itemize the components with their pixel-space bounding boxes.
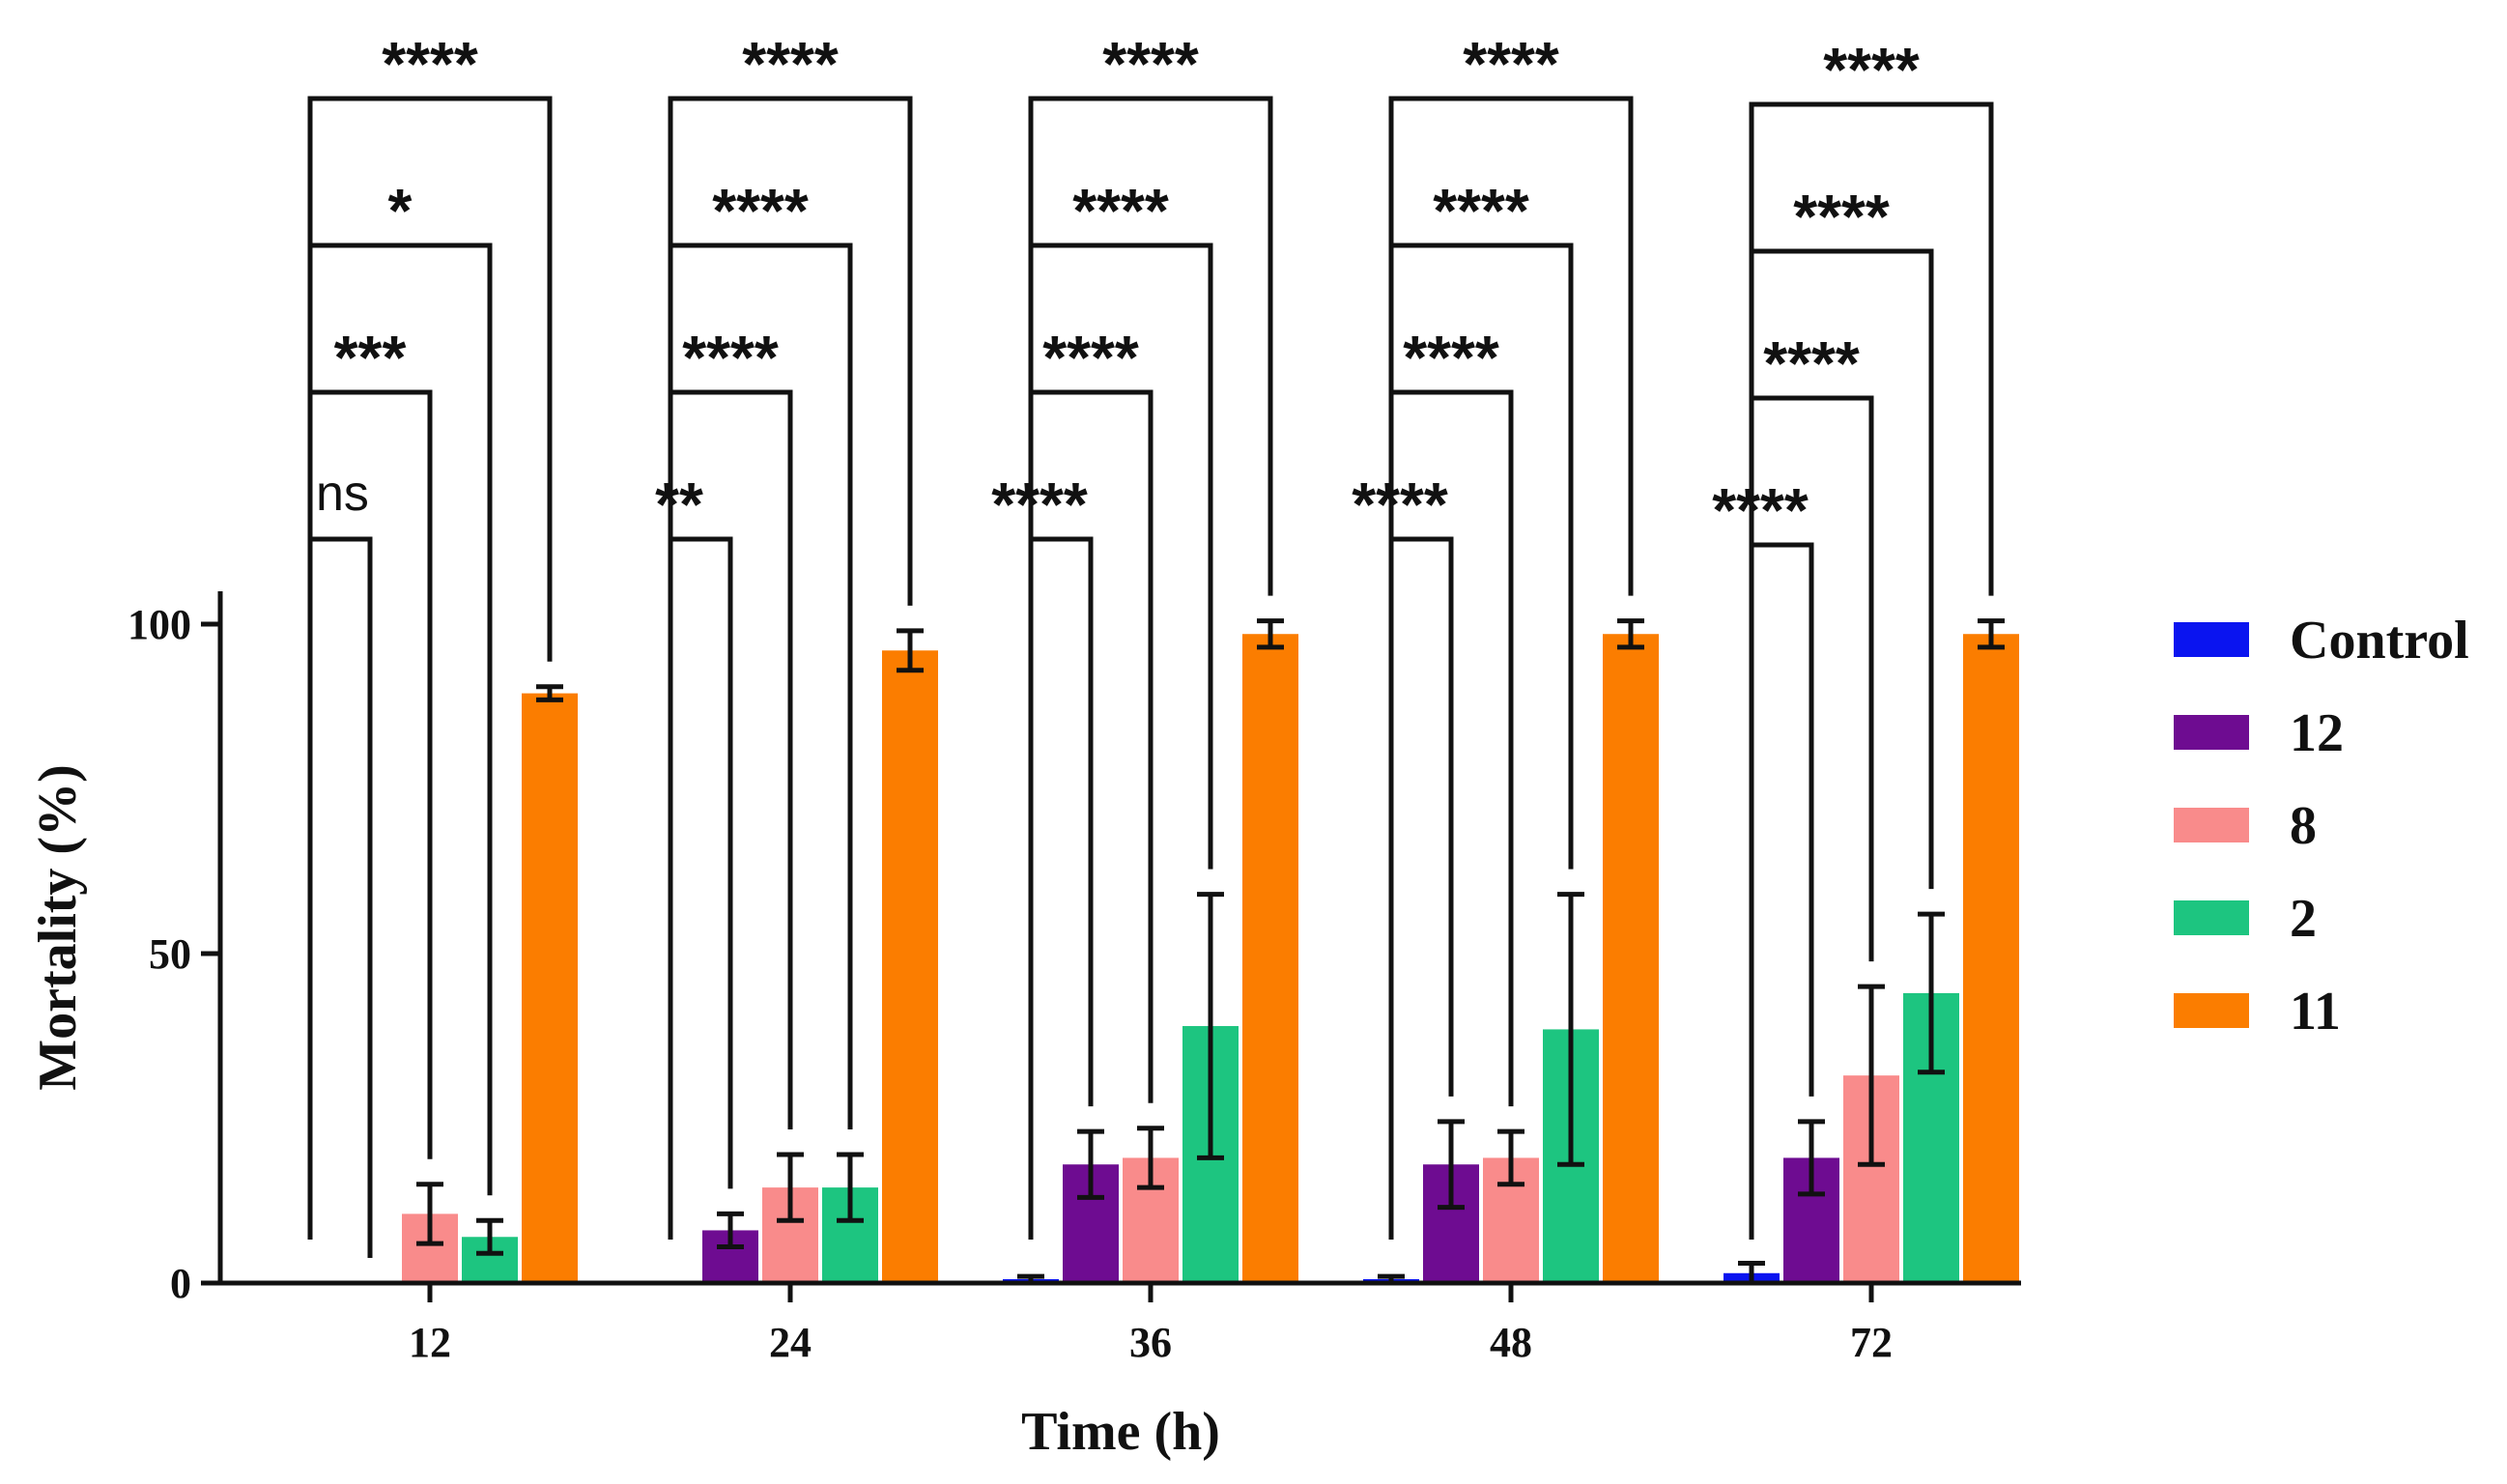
bar-11-12 [522, 693, 578, 1283]
sig-label-24-12: ** [655, 470, 703, 539]
sig-label-72-11: **** [1823, 35, 1920, 104]
sig-label-36-2: **** [1072, 176, 1169, 245]
significance-layer: ns**************************************… [307, 29, 1994, 1258]
bar-11-48 [1603, 634, 1659, 1283]
error-bars-layer [416, 618, 2005, 1286]
error-bar-11-72 [1978, 618, 2005, 650]
sig-bracket-12-11 [307, 96, 553, 1240]
sig-label-72-2: **** [1793, 182, 1890, 251]
sig-bracket-24-12 [668, 536, 733, 1240]
axes-layer [217, 591, 2021, 1286]
x-axis-title: Time (h) [1021, 1402, 1220, 1462]
sig-bracket-48-11 [1388, 96, 1634, 1240]
error-bar-12-24 [717, 1211, 744, 1249]
y-tick-label-50: 50 [149, 930, 191, 978]
x-ticks: 12 24 36 48 72 [409, 1283, 1893, 1366]
error-bar-11-36 [1257, 618, 1284, 650]
error-bar-8-12 [416, 1182, 443, 1246]
x-tick-label-48: 48 [1490, 1319, 1532, 1366]
sig-label-24-11: **** [742, 29, 839, 99]
error-bar-11-48 [1617, 618, 1644, 650]
legend-swatch-Control [2174, 622, 2249, 657]
error-bar-11-24 [897, 628, 924, 673]
legend: Control 12 8 2 11 [2174, 611, 2469, 1042]
sig-bracket-12-12 [307, 536, 373, 1258]
error-bar-8-72 [1858, 984, 1885, 1167]
error-bar-2-72 [1918, 911, 1945, 1075]
x-tick-label-72: 72 [1850, 1319, 1893, 1366]
x-tick-label-12: 12 [409, 1319, 451, 1366]
sig-bracket-36-12 [1028, 536, 1094, 1240]
sig-bracket-48-12 [1388, 536, 1454, 1240]
bar-11-24 [882, 650, 938, 1283]
x-tick-label-24: 24 [769, 1319, 812, 1366]
legend-label-11: 11 [2290, 982, 2341, 1042]
error-bar-8-36 [1137, 1126, 1164, 1190]
legend-item-12: 12 [2174, 703, 2344, 763]
sig-label-48-12: **** [1352, 470, 1448, 539]
legend-swatch-11 [2174, 993, 2249, 1028]
bar-11-36 [1242, 634, 1298, 1283]
sig-bracket-24-11 [668, 96, 913, 1240]
legend-item-11: 11 [2174, 982, 2341, 1042]
bar-11-72 [1963, 634, 2019, 1283]
error-bar-8-48 [1497, 1128, 1524, 1187]
legend-label-Control: Control [2290, 611, 2469, 671]
sig-label-12-8: *** [334, 323, 407, 392]
error-bar-12-72 [1798, 1119, 1825, 1197]
legend-label-8: 8 [2290, 796, 2317, 856]
sig-label-12-11: **** [382, 29, 478, 99]
error-bar-12-36 [1077, 1128, 1104, 1200]
sig-label-12-2: * [388, 176, 413, 245]
sig-bracket-72-12 [1749, 542, 1814, 1240]
y-tick-label-100: 100 [128, 601, 191, 648]
sig-bracket-36-11 [1028, 96, 1273, 1240]
error-bar-2-24 [837, 1152, 864, 1223]
y-ticks: 0 50 100 [128, 601, 220, 1307]
sig-label-48-8: **** [1403, 323, 1499, 392]
sig-label-36-8: **** [1042, 323, 1139, 392]
x-tick-label-36: 36 [1129, 1319, 1172, 1366]
legend-label-12: 12 [2290, 703, 2344, 763]
sig-label-72-12: **** [1712, 475, 1809, 545]
error-bar-12-48 [1438, 1119, 1465, 1211]
error-bar-2-48 [1557, 892, 1584, 1167]
legend-item-8: 8 [2174, 796, 2317, 856]
error-bar-11-12 [536, 684, 563, 702]
error-bar-8-24 [777, 1152, 804, 1223]
legend-label-2: 2 [2290, 889, 2317, 949]
legend-swatch-2 [2174, 900, 2249, 935]
error-bar-2-36 [1197, 892, 1224, 1160]
y-tick-label-0: 0 [170, 1260, 191, 1307]
sig-label-36-12: **** [991, 470, 1088, 539]
sig-label-72-8: **** [1763, 328, 1860, 398]
sig-label-48-2: **** [1433, 176, 1529, 245]
legend-swatch-12 [2174, 715, 2249, 750]
sig-label-24-8: **** [682, 323, 779, 392]
sig-label-48-11: **** [1463, 29, 1559, 99]
legend-swatch-8 [2174, 808, 2249, 842]
error-bar-2-12 [476, 1217, 503, 1256]
legend-item-Control: Control [2174, 611, 2469, 671]
sig-bracket-72-11 [1749, 101, 1994, 1240]
legend-item-2: 2 [2174, 889, 2317, 949]
sig-label-12-12: ns [316, 466, 369, 522]
sig-label-36-11: **** [1102, 29, 1199, 99]
sig-label-24-2: **** [712, 176, 809, 245]
y-axis-title: Mortality (%) [28, 764, 88, 1090]
